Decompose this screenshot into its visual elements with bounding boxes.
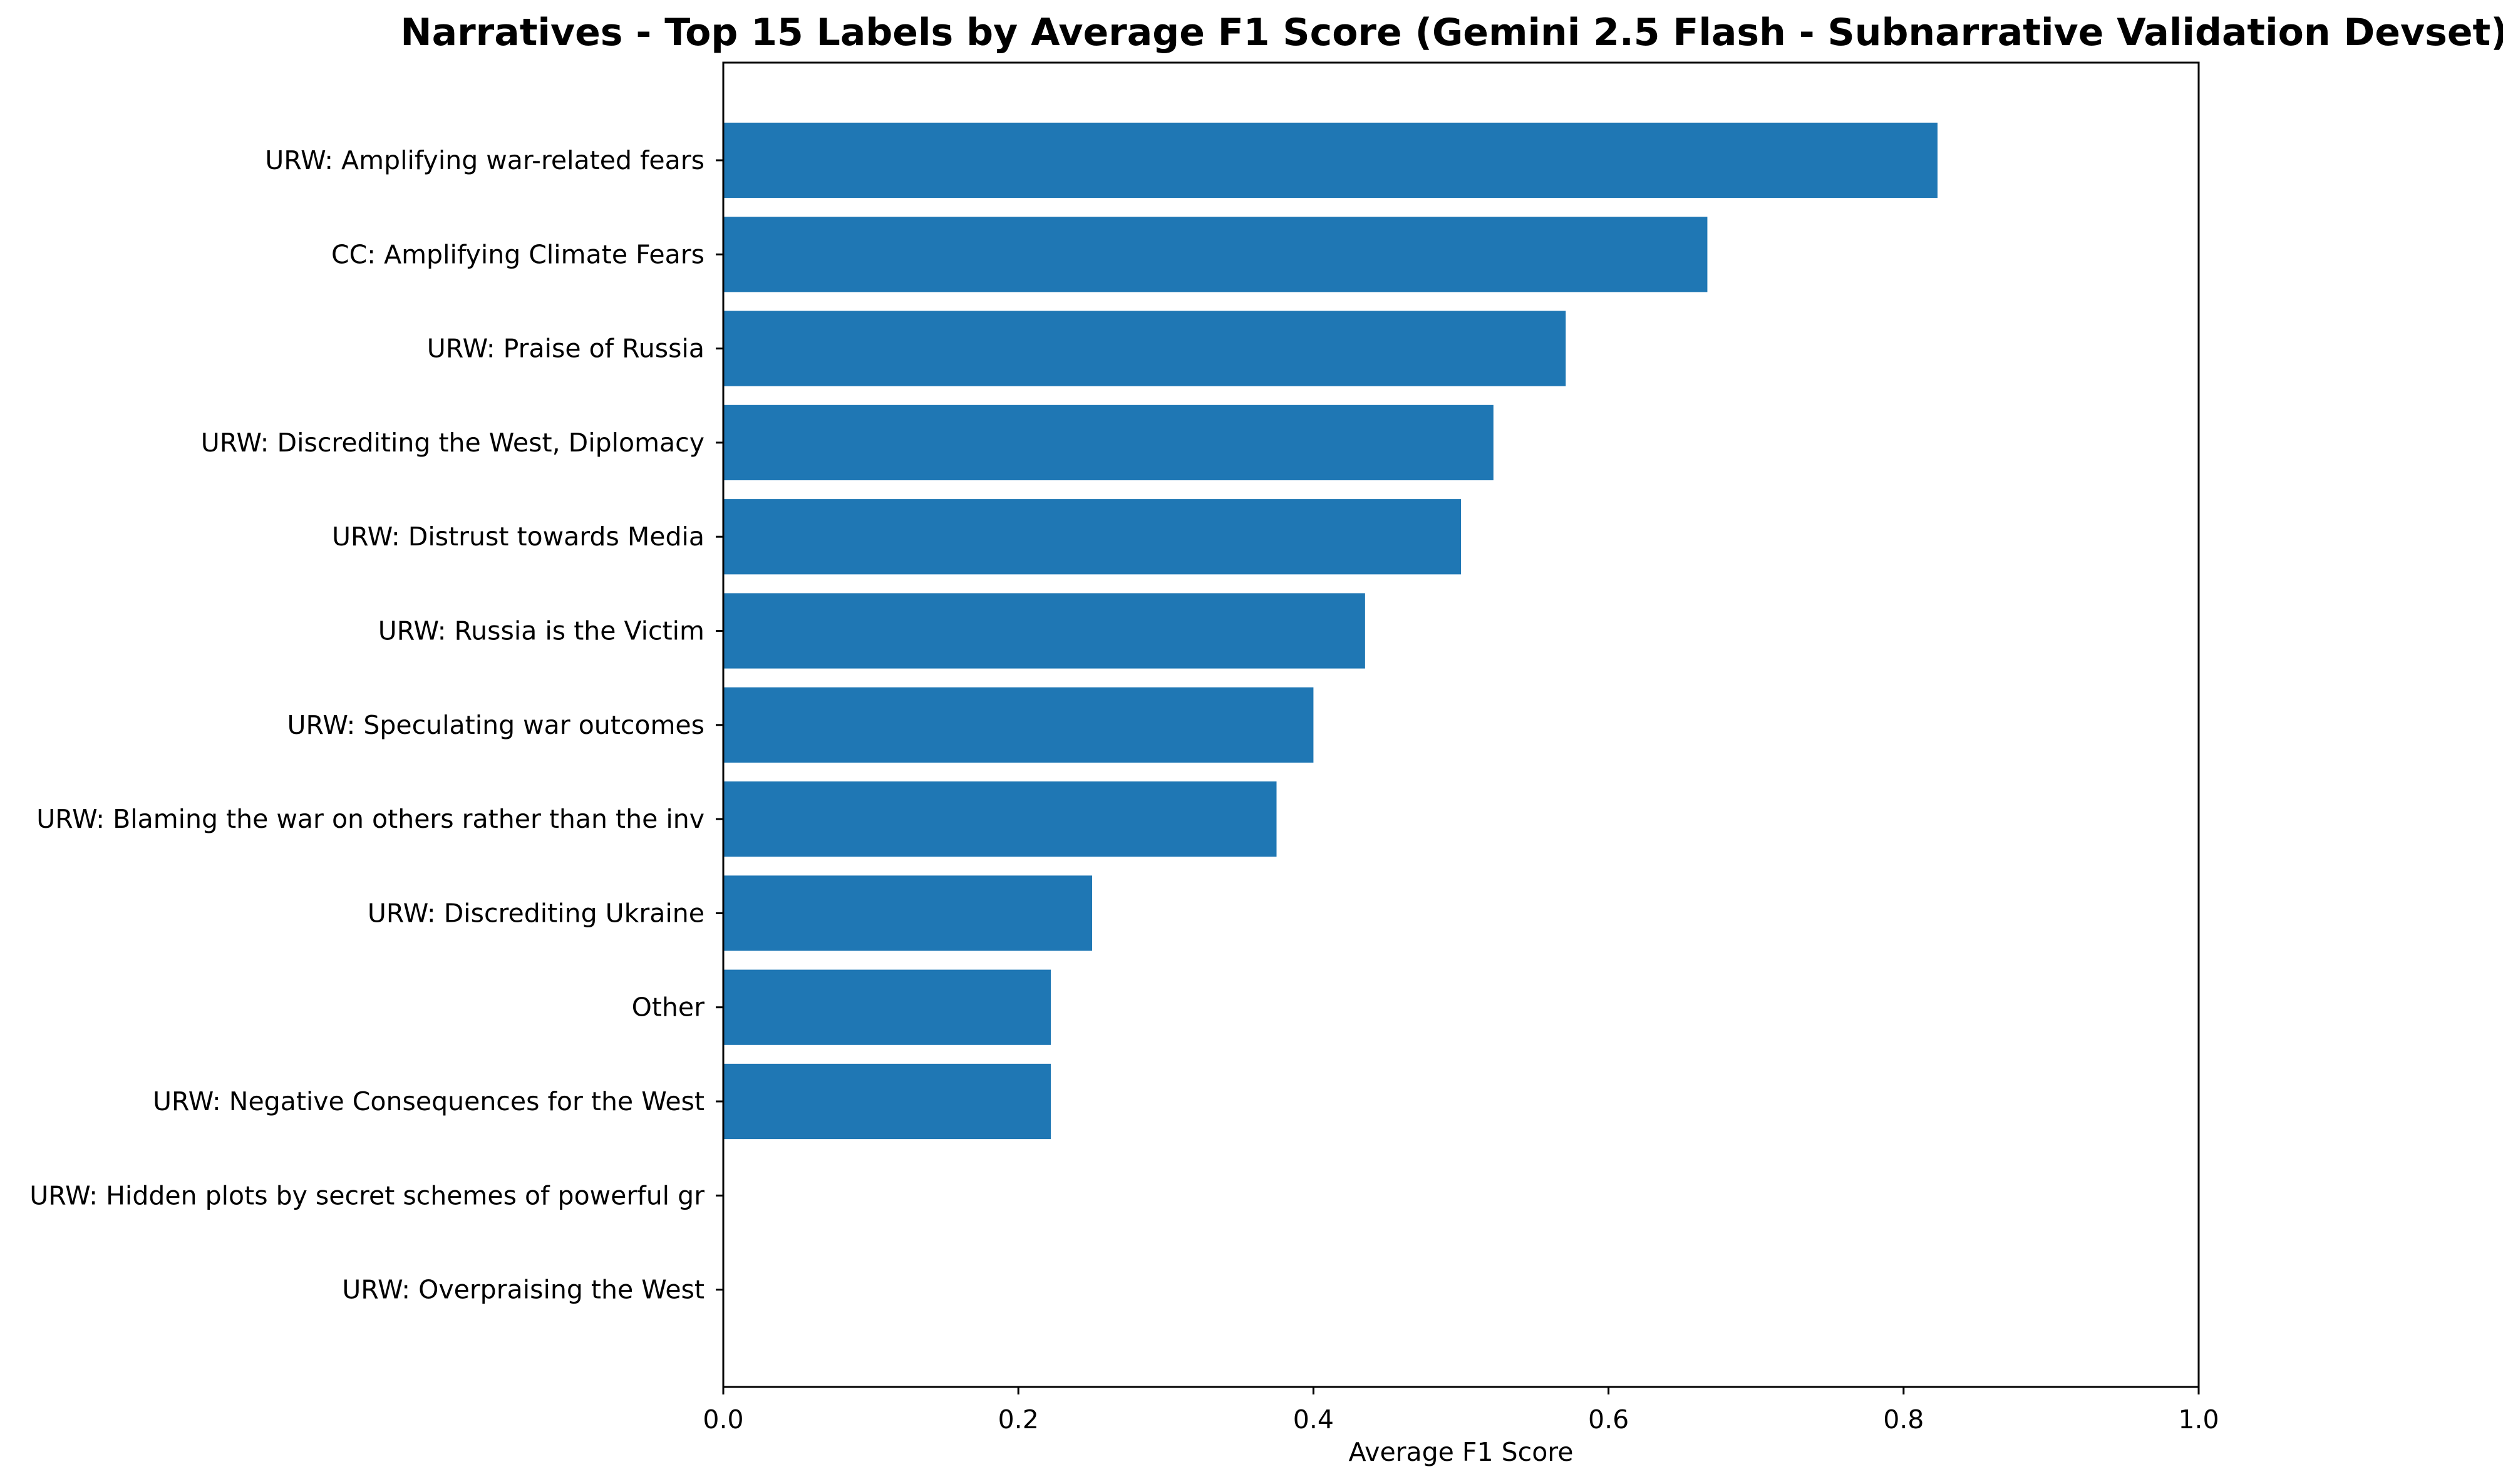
x-tick-label: 0.0	[703, 1404, 743, 1435]
x-tick-label: 0.2	[998, 1404, 1039, 1435]
y-tick-label: URW: Speculating war outcomes	[287, 710, 705, 740]
x-tick-label: 0.8	[1883, 1404, 1924, 1435]
y-tick-label: URW: Praise of Russia	[427, 334, 704, 364]
y-tick-label: URW: Discrediting the West, Diplomacy	[201, 428, 704, 458]
bar-6	[723, 687, 1314, 763]
y-tick-label: URW: Overpraising the West	[342, 1275, 704, 1305]
bar-2	[723, 311, 1566, 386]
bar-3	[723, 404, 1494, 481]
bar-9	[723, 969, 1051, 1045]
bar-1	[723, 217, 1708, 292]
bars-group	[723, 122, 1938, 1140]
y-tick-label: URW: Distrust towards Media	[332, 522, 704, 552]
x-tick-label: 1.0	[2178, 1404, 2219, 1435]
bar-7	[723, 781, 1277, 857]
bar-10	[723, 1063, 1051, 1140]
bar-4	[723, 499, 1461, 575]
x-tick-label: 0.4	[1293, 1404, 1334, 1435]
y-tick-label: Other	[632, 992, 705, 1023]
chart-title: Narratives - Top 15 Labels by Average F1…	[400, 11, 2503, 54]
y-tick-label: URW: Discrediting Ukraine	[368, 898, 704, 928]
y-tick-label: URW: Amplifying war-related fears	[265, 145, 704, 175]
y-tick-label: CC: Amplifying Climate Fears	[331, 239, 704, 269]
y-tick-label: URW: Russia is the Victim	[378, 616, 704, 646]
y-tick-label: URW: Negative Consequences for the West	[153, 1086, 704, 1116]
y-axis-ticks: URW: Amplifying war-related fears CC: Amp…	[29, 145, 723, 1305]
bar-0	[723, 122, 1938, 198]
plot-frame	[722, 61, 2200, 1388]
bar-5	[723, 593, 1365, 669]
bar-8	[723, 875, 1092, 951]
x-tick-label: 0.6	[1588, 1404, 1629, 1435]
x-axis-label: Average F1 Score	[1349, 1437, 1574, 1467]
x-axis-ticks: 0.0 0.2 0.4 0.6 0.8 1.0	[703, 1387, 2219, 1435]
y-tick-label: URW: Blaming the war on others rather th…	[36, 804, 704, 834]
y-tick-label: URW: Hidden plots by secret schemes of p…	[29, 1180, 704, 1210]
